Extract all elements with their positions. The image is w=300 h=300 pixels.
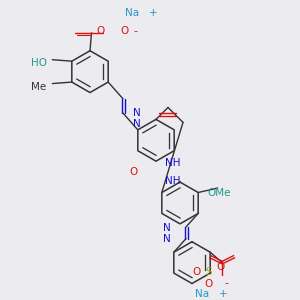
Text: N: N: [163, 234, 170, 244]
Text: O: O: [96, 26, 105, 36]
Text: -: -: [133, 26, 137, 36]
Text: NH: NH: [165, 176, 180, 186]
Text: Me: Me: [32, 82, 46, 92]
Text: +: +: [149, 8, 157, 18]
Text: OMe: OMe: [207, 188, 231, 197]
Text: -: -: [224, 278, 229, 288]
Text: N: N: [133, 119, 140, 129]
Text: HO: HO: [31, 58, 47, 68]
Text: Na: Na: [195, 289, 210, 299]
Text: O: O: [192, 267, 201, 277]
Text: O: O: [129, 167, 138, 177]
Text: N: N: [163, 223, 170, 233]
Text: O: O: [216, 262, 225, 272]
Text: O: O: [204, 279, 213, 289]
Text: O: O: [120, 26, 129, 36]
Text: NH: NH: [165, 158, 180, 168]
Text: +: +: [219, 289, 228, 299]
Text: Na: Na: [125, 8, 139, 18]
Text: N: N: [133, 108, 140, 118]
Text: S: S: [205, 267, 212, 277]
